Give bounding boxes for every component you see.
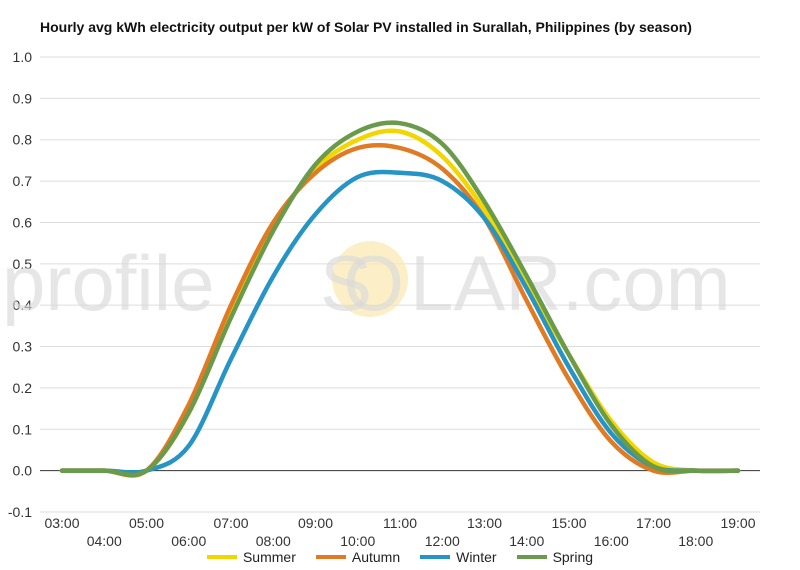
x-tick-label: 08:00 — [256, 533, 291, 549]
y-tick-label: 0.8 — [13, 132, 33, 148]
legend-item-spring: Spring — [516, 549, 594, 565]
watermark-text: LAR.com — [410, 239, 731, 327]
legend-item-winter: Winter — [420, 549, 497, 565]
x-tick-label: 15:00 — [551, 515, 586, 531]
y-tick-label: 0.2 — [13, 380, 33, 396]
series-line-autumn — [59, 142, 741, 478]
x-tick-label: 13:00 — [467, 515, 502, 531]
x-tick-label: 07:00 — [213, 515, 248, 531]
x-tick-label: 04:00 — [87, 533, 122, 549]
legend-label: Summer — [242, 549, 296, 565]
legend-item-summer: Summer — [206, 549, 296, 565]
x-tick-label: 16:00 — [594, 533, 629, 549]
y-tick-label: 0.3 — [13, 339, 33, 355]
legend-label: Spring — [552, 549, 594, 565]
watermark-text: profile — [2, 239, 214, 327]
legend-swatch — [206, 555, 237, 559]
x-tick-label: 06:00 — [171, 533, 206, 549]
y-tick-label: 0.1 — [13, 421, 33, 437]
legend-item-autumn: Autumn — [315, 549, 401, 565]
x-tick-label: 17:00 — [636, 515, 671, 531]
x-tick-label: 09:00 — [298, 515, 333, 531]
y-tick-label: -0.1 — [8, 504, 32, 520]
legend-label: Winter — [456, 549, 497, 565]
y-tick-label: 0.7 — [13, 173, 33, 189]
y-tick-label: 0.4 — [13, 297, 33, 313]
x-tick-label: 14:00 — [509, 533, 544, 549]
y-tick-label: 0.0 — [13, 463, 33, 479]
legend-swatch — [516, 555, 547, 559]
x-tick-label: 19:00 — [720, 515, 755, 531]
legend-label: Autumn — [351, 549, 401, 565]
legend-swatch — [420, 555, 451, 559]
y-tick-label: 0.5 — [13, 256, 33, 272]
y-tick-label: 1.0 — [13, 49, 33, 65]
series-line-winter — [59, 169, 741, 475]
x-tick-label: 12:00 — [425, 533, 460, 549]
x-tick-label: 10:00 — [340, 533, 375, 549]
x-tick-label: 11:00 — [383, 515, 417, 531]
x-tick-label: 03:00 — [44, 515, 79, 531]
y-tick-label: 0.9 — [13, 90, 33, 106]
y-tick-label: 0.6 — [13, 214, 33, 230]
series-line-spring — [59, 120, 741, 478]
chart-legend: Summer Autumn Winter Spring — [0, 549, 800, 565]
legend-swatch — [315, 555, 346, 559]
x-tick-label: 18:00 — [678, 533, 713, 549]
watermark-sun-icon — [332, 241, 408, 317]
x-tick-label: 05:00 — [129, 515, 164, 531]
watermark-text: SO — [320, 239, 404, 327]
chart-title: Hourly avg kWh electricity output per kW… — [40, 19, 692, 35]
